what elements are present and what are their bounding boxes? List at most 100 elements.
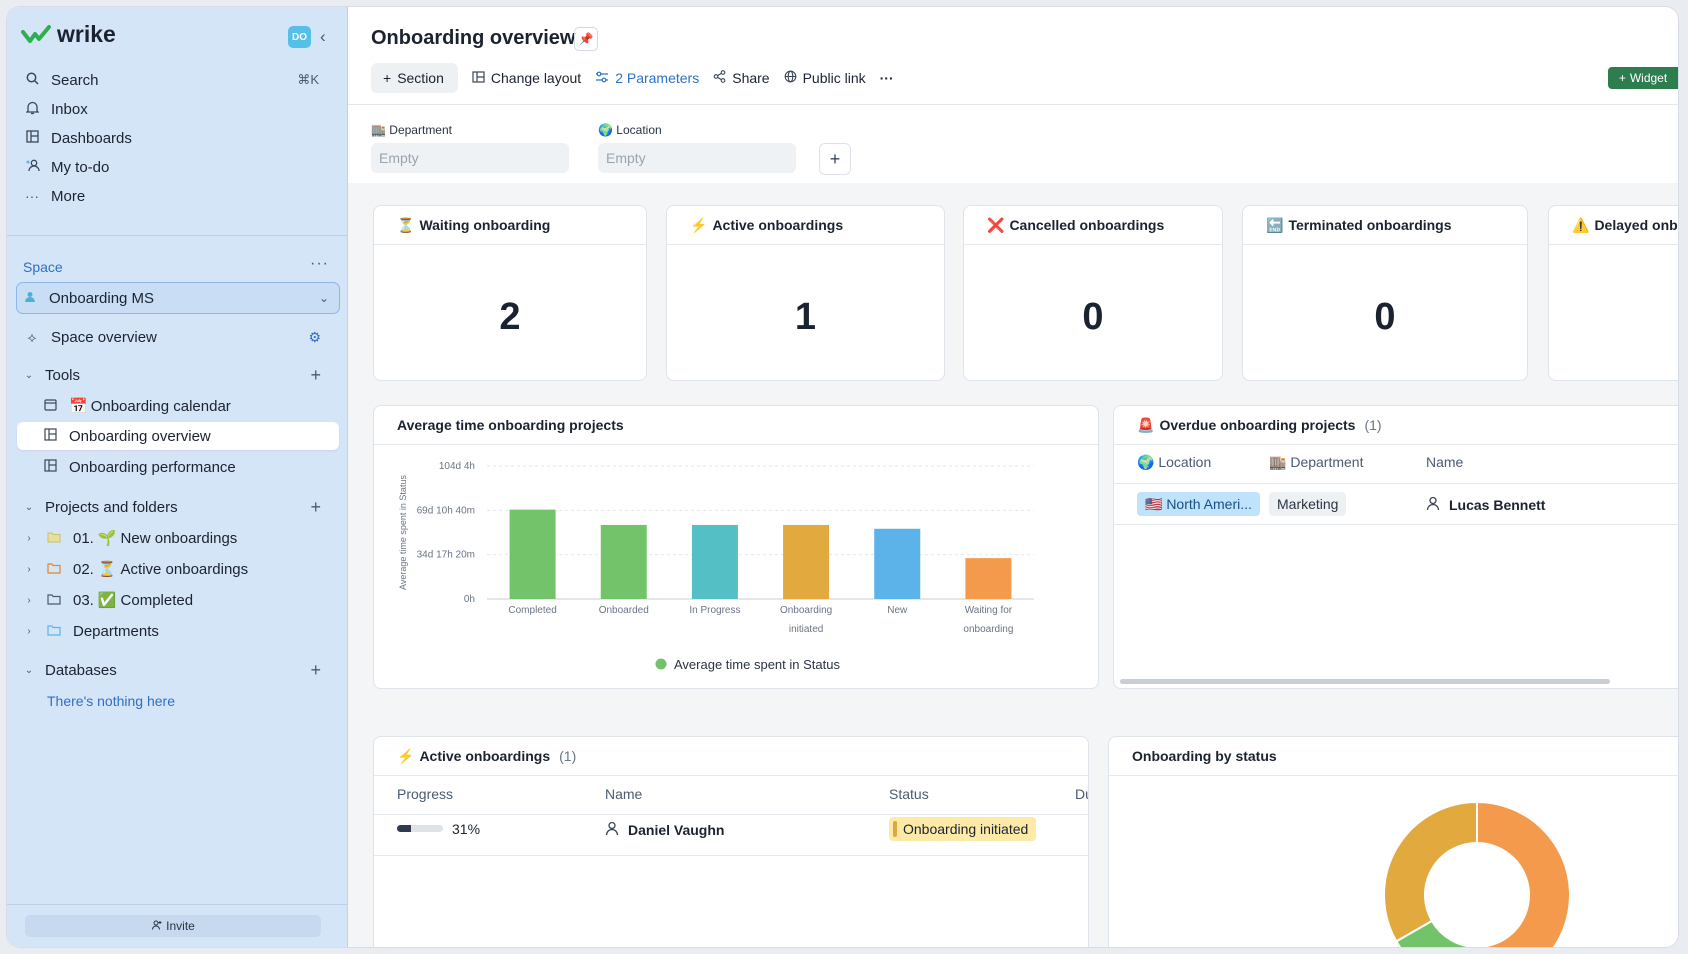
bar	[691, 524, 738, 599]
chevron-down-icon: ⌄	[24, 369, 34, 381]
kpi-title-text: Terminated onboardings	[1288, 217, 1452, 233]
sidebar-item-label: Onboarding performance	[69, 458, 236, 476]
assignee-name: Daniel Vaughn	[628, 822, 725, 838]
y-tick-label: 69d 10h 40m	[417, 505, 475, 516]
sidebar-item-onboarding-overview[interactable]: Onboarding overview	[17, 422, 339, 450]
assignee-cell[interactable]: Daniel Vaughn	[605, 821, 724, 839]
folder-prefix: 01.	[73, 529, 94, 547]
sidebar-item-label: Onboarding overview	[69, 427, 211, 445]
bar	[783, 524, 830, 599]
kpi-title-text: Delayed onbo	[1594, 217, 1679, 233]
space-selector[interactable]: Onboarding MS ⌄	[16, 282, 340, 314]
parameters-button[interactable]: 2 Parameters	[595, 63, 699, 93]
column-header-name[interactable]: Name	[605, 786, 643, 802]
collapse-sidebar-icon[interactable]: ‹	[320, 27, 326, 46]
kpi-title-text: Cancelled onboardings	[1009, 217, 1165, 233]
databases-empty-text: There's nothing here	[47, 693, 175, 709]
sidebar-folder-departments[interactable]: › Departments	[17, 617, 339, 645]
assignee-cell[interactable]: Lucas Bennett	[1426, 496, 1545, 514]
add-tool-icon[interactable]: +	[310, 364, 321, 385]
wrike-logo[interactable]: wrike	[21, 21, 116, 48]
sidebar-section-projects[interactable]: ⌄ Projects and folders +	[17, 493, 339, 521]
add-section-button[interactable]: + Section	[371, 63, 458, 93]
hourglass-icon: ⏳	[397, 216, 415, 233]
space-options-icon[interactable]: ···	[310, 255, 329, 272]
folder-prefix: 03.	[73, 591, 94, 609]
item-emoji: 📅	[69, 398, 88, 415]
x-tick-label: Waiting for	[965, 605, 1013, 616]
overdue-title-text: Overdue onboarding projects	[1159, 417, 1356, 433]
overdue-projects-card: 🚨 Overdue onboarding projects (1) 🌍 Loca…	[1113, 405, 1678, 689]
search-icon	[21, 72, 43, 88]
location-filter-input[interactable]: Empty	[598, 143, 796, 173]
overdue-title: 🚨 Overdue onboarding projects (1)	[1114, 406, 1678, 445]
kpi-card-delayed[interactable]: ⚠️ Delayed onbo	[1548, 205, 1679, 381]
add-database-icon[interactable]: +	[310, 659, 321, 680]
sidebar-item-label: More	[51, 187, 86, 205]
invite-button[interactable]: Invite	[25, 915, 321, 937]
column-header-name[interactable]: Name	[1426, 454, 1464, 470]
globe-emoji: 🌍	[1137, 454, 1155, 470]
sidebar-divider	[7, 235, 347, 236]
sidebar-folder-completed[interactable]: › 03. ✅ Completed	[17, 586, 339, 614]
kpi-card-waiting[interactable]: ⏳ Waiting onboarding 2	[373, 205, 647, 381]
y-axis-label: Average time spent in Status	[398, 475, 408, 590]
sidebar-item-more[interactable]: ··· More	[17, 182, 339, 210]
folder-prefix: 02.	[73, 560, 94, 578]
parameters-label: 2 Parameters	[615, 70, 700, 86]
pin-icon[interactable]: 📌	[574, 27, 598, 51]
sidebar-section-tools[interactable]: ⌄ Tools +	[17, 361, 339, 389]
department-tag[interactable]: Marketing	[1269, 492, 1347, 516]
person-icon	[1426, 496, 1441, 514]
column-header-location[interactable]: 🌍 Location	[1137, 454, 1211, 471]
column-label: Department	[1290, 454, 1364, 470]
sidebar-item-dashboards[interactable]: Dashboards	[17, 124, 339, 152]
column-header-status[interactable]: Status	[889, 786, 929, 802]
sidebar-folder-new-onboardings[interactable]: › 01. 🌱 New onboardings	[17, 524, 339, 552]
add-parameter-button[interactable]: +	[819, 143, 851, 175]
location-tag[interactable]: 🇺🇸 North Ameri...	[1137, 492, 1260, 516]
avatar[interactable]: DO	[288, 26, 311, 48]
department-filter-input[interactable]: Empty	[371, 143, 569, 173]
column-header-due[interactable]: Du	[1075, 786, 1088, 802]
y-tick-label: 34d 17h 20m	[417, 550, 475, 561]
toolbar-divider	[348, 104, 1678, 105]
progress-fill	[397, 825, 412, 832]
public-link-button[interactable]: Public link	[784, 63, 866, 93]
chevron-down-icon: ⌄	[318, 291, 329, 305]
add-widget-button[interactable]: + Widget	[1608, 67, 1678, 89]
sidebar-item-inbox[interactable]: Inbox	[17, 95, 339, 123]
kpi-card-cancelled[interactable]: ❌ Cancelled onboardings 0	[963, 205, 1223, 381]
kpi-card-terminated[interactable]: 🔚 Terminated onboardings 0	[1242, 205, 1528, 381]
sidebar-item-space-overview[interactable]: ⟡ Space overview ⚙	[17, 323, 339, 351]
dashboard-area: ⏳ Waiting onboarding 2 ⚡ Active onboardi…	[348, 183, 1678, 947]
settings-gear-icon[interactable]: ⚙	[308, 328, 321, 345]
sidebar-folder-active-onboardings[interactable]: › 02. ⏳ Active onboardings	[17, 555, 339, 583]
person-icon	[605, 821, 620, 839]
share-button[interactable]: Share	[713, 63, 770, 93]
more-options-button[interactable]: ···	[879, 70, 894, 86]
column-header-progress[interactable]: Progress	[397, 786, 454, 802]
chevron-right-icon: ›	[27, 532, 31, 544]
sidebar-item-search[interactable]: Search ⌘K	[17, 66, 339, 94]
kpi-value: 1	[794, 296, 817, 338]
folder-icon	[43, 530, 65, 546]
sidebar-item-onboarding-performance[interactable]: Onboarding performance	[17, 453, 339, 481]
page-title: Onboarding overview	[371, 27, 576, 49]
section-label: Databases	[45, 661, 117, 679]
x-tick-label: Completed	[508, 605, 556, 616]
kpi-card-active[interactable]: ⚡ Active onboardings 1	[666, 205, 945, 381]
sidebar-section-databases[interactable]: ⌄ Databases +	[17, 656, 339, 684]
change-layout-button[interactable]: Change layout	[472, 63, 581, 93]
location-emoji: 🌍	[598, 123, 613, 137]
building-emoji: 🏬	[1269, 454, 1287, 470]
add-project-icon[interactable]: +	[310, 496, 321, 517]
sidebar-item-label: Space overview	[51, 328, 157, 346]
bar	[600, 524, 647, 599]
sidebar-item-onboarding-calendar[interactable]: 📅 Onboarding calendar	[17, 392, 339, 420]
status-badge[interactable]: Onboarding initiated	[889, 817, 1037, 841]
sidebar-item-my-todo[interactable]: My to-do	[17, 153, 339, 181]
siren-icon: 🚨	[1137, 416, 1155, 433]
horizontal-scrollbar[interactable]	[1120, 679, 1610, 684]
column-header-department[interactable]: 🏬 Department	[1269, 454, 1363, 471]
